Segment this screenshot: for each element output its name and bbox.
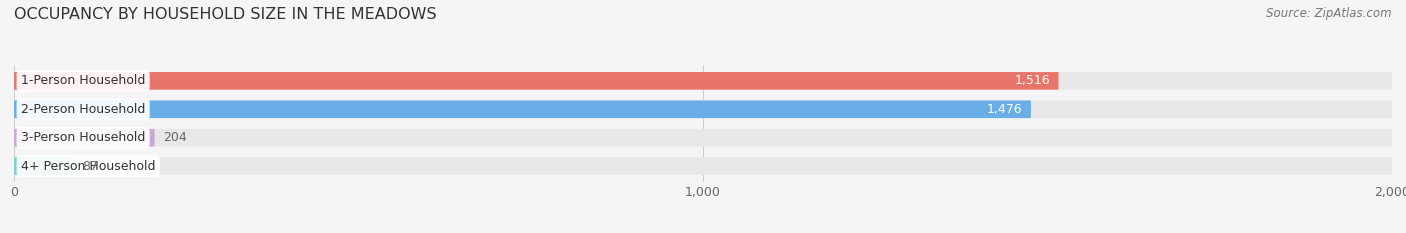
Text: 1,476: 1,476 <box>987 103 1022 116</box>
Text: 1,516: 1,516 <box>1015 74 1050 87</box>
FancyBboxPatch shape <box>14 100 1031 118</box>
Text: 2-Person Household: 2-Person Household <box>21 103 145 116</box>
Text: 3-Person Household: 3-Person Household <box>21 131 145 144</box>
FancyBboxPatch shape <box>14 72 1059 90</box>
Text: 4+ Person Household: 4+ Person Household <box>21 160 156 173</box>
Text: Source: ZipAtlas.com: Source: ZipAtlas.com <box>1267 7 1392 20</box>
Text: OCCUPANCY BY HOUSEHOLD SIZE IN THE MEADOWS: OCCUPANCY BY HOUSEHOLD SIZE IN THE MEADO… <box>14 7 437 22</box>
FancyBboxPatch shape <box>14 157 75 175</box>
FancyBboxPatch shape <box>14 129 1392 147</box>
Text: 1-Person Household: 1-Person Household <box>21 74 145 87</box>
Text: 87: 87 <box>83 160 98 173</box>
FancyBboxPatch shape <box>14 129 155 147</box>
FancyBboxPatch shape <box>14 100 1392 118</box>
FancyBboxPatch shape <box>14 157 1392 175</box>
FancyBboxPatch shape <box>14 72 1392 90</box>
Text: 204: 204 <box>163 131 187 144</box>
